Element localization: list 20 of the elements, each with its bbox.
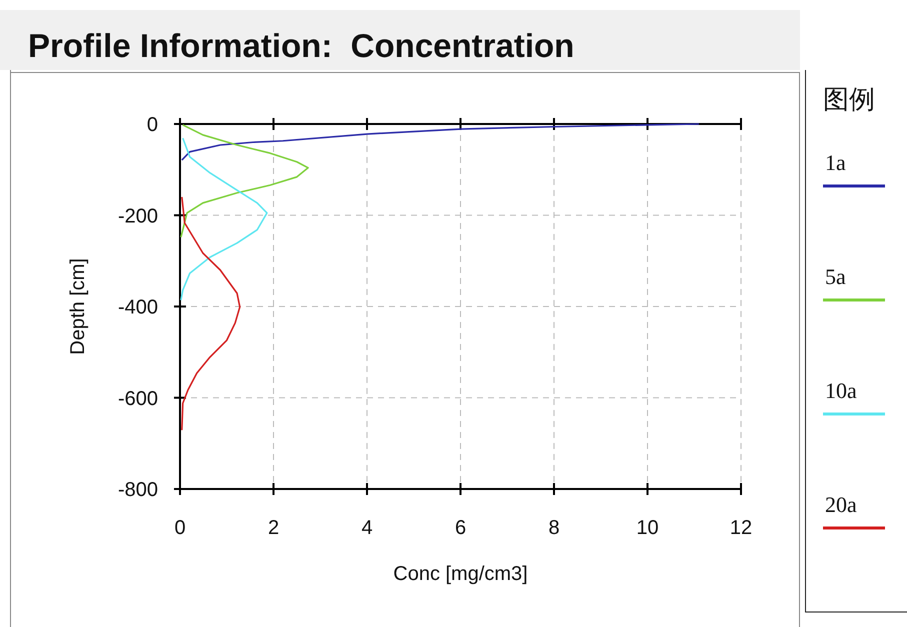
legend-title: 图例 xyxy=(823,84,875,114)
x-tick-label: 6 xyxy=(454,517,466,539)
y-tick-label: -200 xyxy=(118,205,158,228)
x-tick-label: 10 xyxy=(636,517,659,539)
chart-title: Profile Information: Concentration xyxy=(28,27,574,64)
x-axis-title: Conc [mg/cm3] xyxy=(393,563,528,585)
y-tick-label: 0 xyxy=(146,114,158,136)
y-tick-label: -400 xyxy=(118,296,158,318)
y-tick-label: -800 xyxy=(118,479,158,501)
x-tick-label: 8 xyxy=(548,517,560,539)
text: 1a xyxy=(825,150,846,175)
text: 10a xyxy=(825,378,857,403)
x-tick-label: 0 xyxy=(174,517,186,539)
text: 20a xyxy=(825,492,857,517)
y-tick-label: -600 xyxy=(118,388,158,410)
x-tick-label: 2 xyxy=(268,517,280,539)
x-tick-label: 12 xyxy=(730,517,752,539)
x-tick-label: 4 xyxy=(361,517,373,539)
text: 5a xyxy=(825,264,846,289)
y-axis-title: Depth [cm] xyxy=(67,258,89,355)
